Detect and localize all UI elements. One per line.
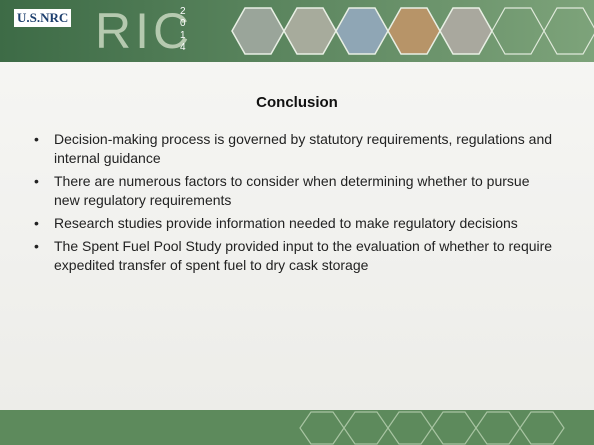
slide: U.S.NRC RIC 2014 Conclusion Decision-mak…: [0, 0, 594, 445]
year-digit: 0: [180, 18, 186, 30]
bullet-list: Decision-making process is governed by s…: [30, 130, 558, 279]
bullet: The Spent Fuel Pool Study provided input…: [30, 237, 558, 275]
footer-banner: [0, 410, 594, 445]
slide-title: Conclusion: [0, 94, 594, 111]
year-digit: 1: [180, 30, 186, 42]
bullet: There are numerous factors to consider w…: [30, 172, 558, 210]
bullet: Decision-making process is governed by s…: [30, 130, 558, 168]
year-digit: 4: [180, 42, 186, 54]
header-banner: [0, 0, 594, 62]
year-digit: 2: [180, 6, 186, 18]
event-name: RIC: [95, 2, 193, 60]
logo: U.S.NRC: [14, 9, 71, 27]
bullet: Research studies provide information nee…: [30, 214, 558, 233]
